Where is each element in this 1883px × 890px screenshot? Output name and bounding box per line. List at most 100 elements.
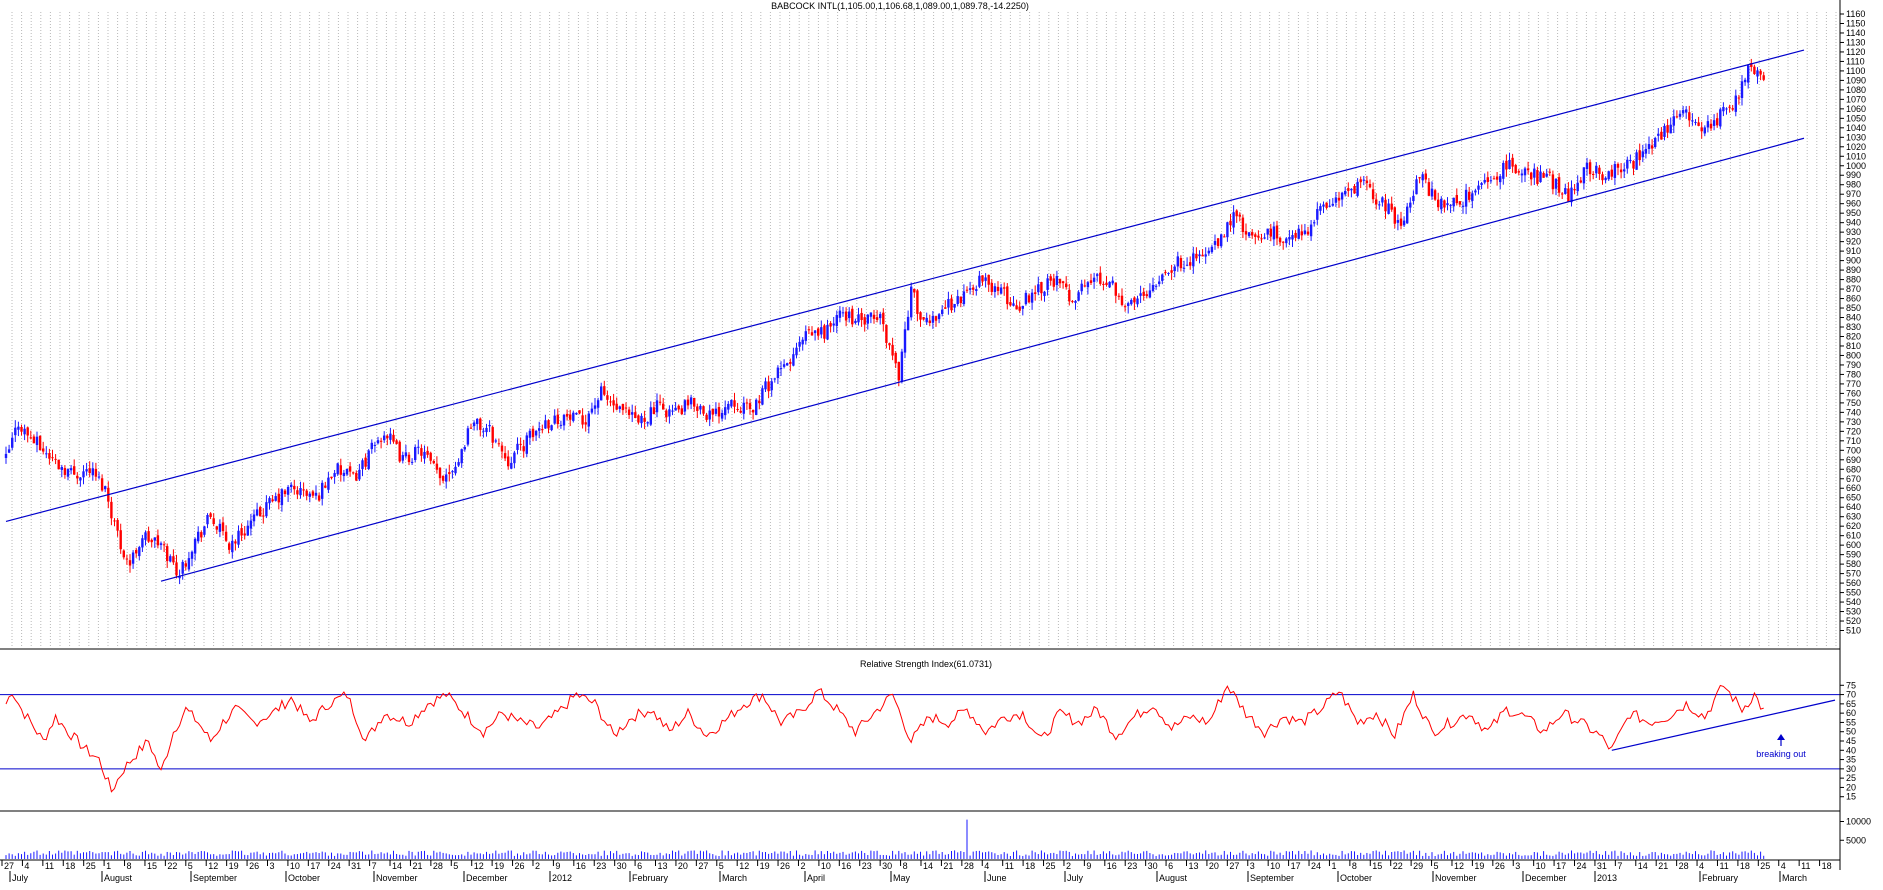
candle-up [389,433,392,440]
x-month-label: November [1435,873,1477,883]
x-day-label: 8 [903,861,908,871]
candle-up [674,407,677,411]
candle-up [910,286,913,318]
candle-up [510,462,513,469]
candle-up [1604,177,1607,181]
x-day-label: 14 [1638,861,1648,871]
candle-up [274,496,277,501]
candle-up [1210,246,1214,253]
candle-down [1235,210,1238,217]
candle-down [872,314,876,319]
candle-down [1229,220,1232,226]
candle-down [1089,280,1093,283]
candle-up [779,368,783,370]
price-tick-label: 680 [1846,464,1861,474]
candle-down [1065,283,1068,288]
x-day-label: 12 [1454,861,1464,871]
candle-up [1185,264,1189,266]
x-day-label: 23 [1127,861,1137,871]
candle-down [860,312,863,321]
channel-upper-line [5,49,1805,523]
candle-up [265,502,268,517]
candle-down [122,550,125,558]
x-day-label: 19 [760,861,770,871]
annotation-arrow-head [1777,734,1785,740]
candle-up [476,418,479,425]
candle-down [1278,237,1282,243]
x-day-label: 30 [1148,861,1158,871]
candle-up [559,424,563,426]
candle-up [804,331,807,341]
candle-down [1254,234,1257,237]
candle-down [110,501,113,519]
candle-up [1461,205,1465,207]
candle-down [1427,182,1431,196]
candle-up [646,422,649,424]
candle-down [1294,232,1297,238]
candle-up [1043,291,1046,296]
x-month-label: August [1159,873,1188,883]
candle-down [1393,207,1396,224]
vertical-gridlines [11,12,1837,648]
candle-up [534,430,538,436]
candle-down [1164,271,1167,273]
candle-down [1567,188,1570,202]
candle-up [4,453,8,458]
candle-up [975,289,978,291]
x-month-label: April [807,873,825,883]
candle-up [1502,162,1505,179]
candle-down [395,440,398,444]
price-tick-label: 1140 [1846,28,1865,38]
candle-down [88,468,91,474]
price-tick-label: 740 [1846,407,1861,417]
candle-down [1579,180,1582,183]
candle-up [513,452,516,464]
candle-down [212,518,215,525]
candle-down [1275,225,1279,239]
candle-down [662,403,665,410]
candle-up [1086,282,1090,288]
x-day-label: 28 [964,861,974,871]
candle-up [1694,122,1697,124]
candle-down [1189,262,1192,266]
x-day-label: 30 [882,861,892,871]
candle-down [934,316,938,321]
x-day-label: 8 [127,861,132,871]
price-tick-label: 720 [1846,426,1861,436]
price-tick-label: 990 [1846,170,1861,180]
x-day-label: 13 [658,861,668,871]
candle-up [640,415,643,424]
candle-down [305,490,308,496]
candle-up [1446,203,1449,206]
price-tick-label: 610 [1846,531,1861,541]
candle-down [1632,160,1635,169]
price-tick-label: 1120 [1846,47,1865,57]
price-tick-label: 780 [1846,369,1861,379]
candle-up [190,551,194,559]
candle-down [1433,190,1437,200]
candle-down [386,435,389,439]
x-day-label: 19 [494,861,504,871]
candle-up [649,407,652,425]
rsi-tick-label: 60 [1846,708,1856,718]
candle-down [1731,108,1734,110]
candle-down [609,401,612,403]
price-tick-label: 1040 [1846,123,1866,133]
candle-down [519,443,522,445]
price-tick-label: 1030 [1846,132,1866,142]
x-day-label: 19 [1474,861,1484,871]
candle-down [1675,116,1679,118]
candle-down [283,490,287,494]
candle-down [1251,232,1254,236]
candle-up [755,399,758,415]
candle-down [432,460,435,464]
candle-up [1644,148,1648,154]
x-day-label: 4 [1699,861,1704,871]
candle-down [637,415,640,423]
x-day-label: 5 [453,861,458,871]
x-month-label: October [1340,873,1372,883]
candle-up [1288,236,1291,240]
candle-up [1474,190,1477,193]
price-chart-title: BABCOCK INTL(1,105.00,1,106.68,1,089.00,… [771,1,1029,11]
